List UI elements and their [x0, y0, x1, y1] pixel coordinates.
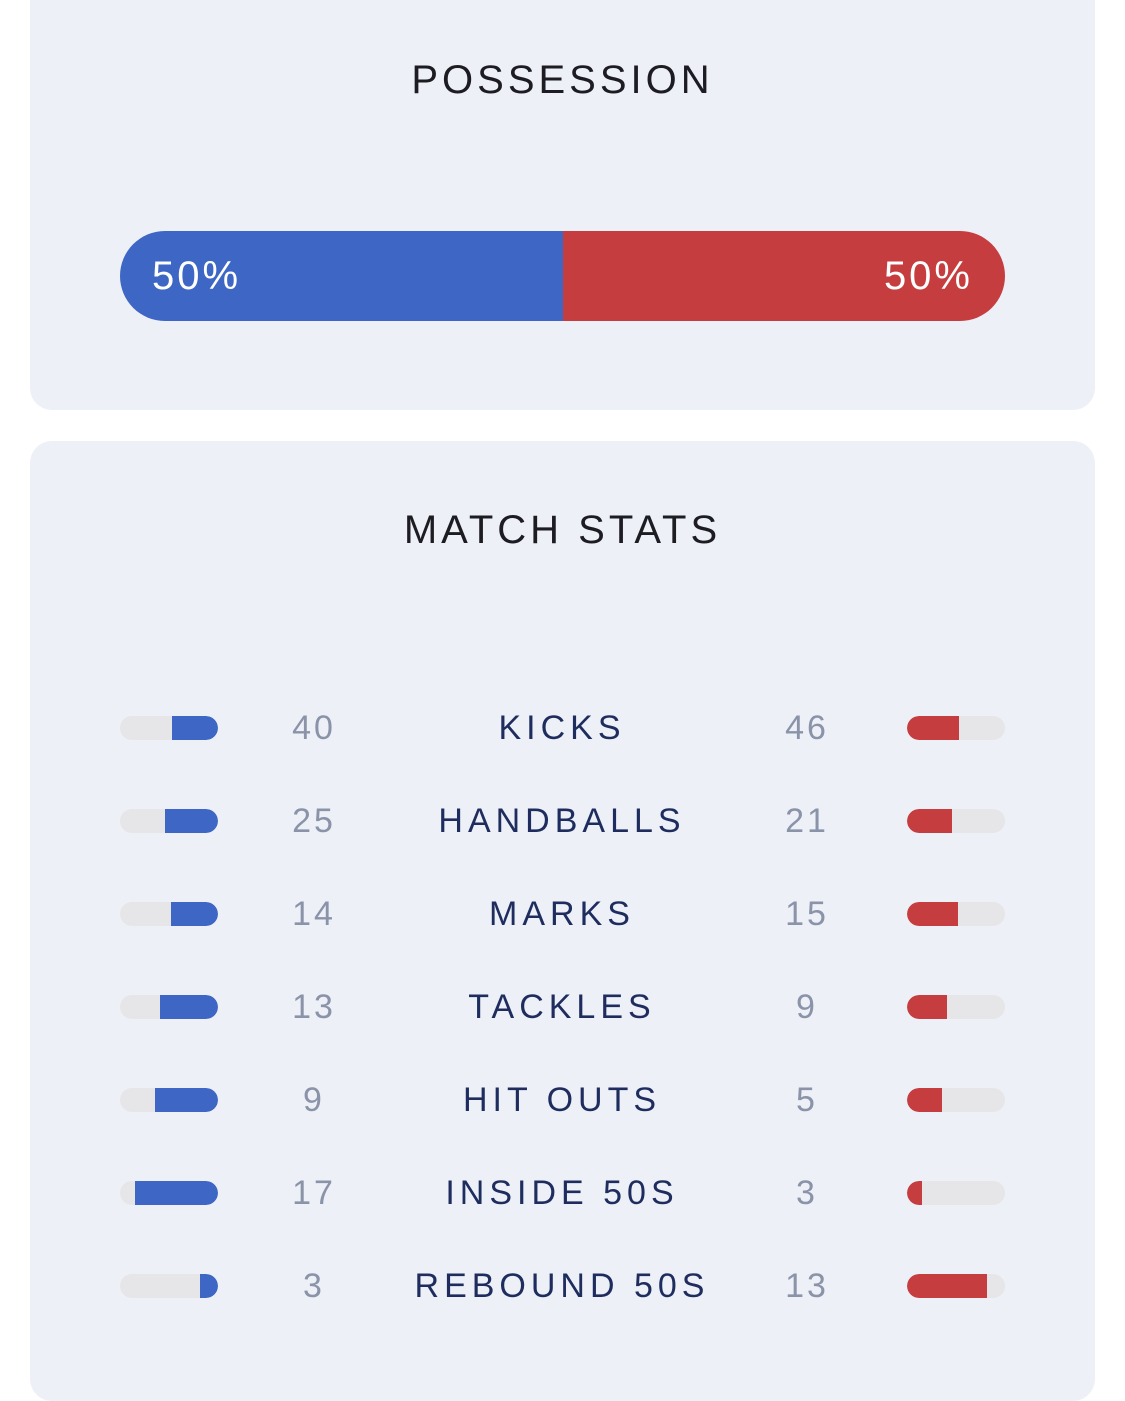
- stat-label: KICKS: [498, 709, 626, 747]
- home-stat-bar: [120, 902, 218, 926]
- away-possession-label: 50%: [883, 253, 973, 298]
- stat-row: 14 MARKS 15: [30, 894, 1095, 934]
- home-stat-value: 40: [292, 709, 336, 747]
- away-stat-fill: [907, 1088, 942, 1112]
- home-stat-fill: [155, 1088, 218, 1112]
- away-stat-bar: [907, 995, 1005, 1019]
- home-stat-fill: [164, 809, 218, 833]
- away-stat-value: 46: [785, 709, 829, 747]
- home-stat-bar: [120, 809, 218, 833]
- stat-label: TACKLES: [468, 988, 656, 1026]
- stat-row: 9 HIT OUTS 5: [30, 1080, 1095, 1120]
- home-stat-value: 9: [303, 1081, 325, 1119]
- away-stat-fill: [907, 1274, 987, 1298]
- away-stat-value: 13: [785, 1267, 829, 1305]
- home-stat-fill: [160, 995, 218, 1019]
- away-stat-bar: [907, 902, 1005, 926]
- away-stat-fill: [907, 809, 952, 833]
- away-stat-bar: [907, 1181, 1005, 1205]
- away-stat-fill: [907, 902, 958, 926]
- away-stat-bar: [907, 1274, 1005, 1298]
- possession-card: POSSESSION 50% 50%: [30, 0, 1095, 410]
- home-stat-value: 3: [303, 1267, 325, 1305]
- away-stat-fill: [907, 716, 960, 740]
- stat-row: 40 KICKS 46: [30, 708, 1095, 748]
- match-stats-title: MATCH STATS: [403, 508, 722, 552]
- home-stat-bar: [120, 1088, 218, 1112]
- home-stat-bar: [120, 1181, 218, 1205]
- stat-label: REBOUND 50S: [414, 1267, 710, 1305]
- away-stat-fill: [907, 1181, 922, 1205]
- away-stat-bar: [907, 809, 1005, 833]
- away-stat-bar: [907, 1088, 1005, 1112]
- home-stat-value: 13: [292, 988, 336, 1026]
- away-stat-value: 5: [796, 1081, 818, 1119]
- away-possession-segment: 50%: [562, 231, 1005, 321]
- away-stat-value: 9: [796, 988, 818, 1026]
- home-stat-fill: [172, 716, 218, 740]
- stat-row: 17 INSIDE 50S 3: [30, 1173, 1095, 1213]
- home-stat-bar: [120, 1274, 218, 1298]
- stat-row: 3 REBOUND 50S 13: [30, 1266, 1095, 1306]
- away-stat-fill: [907, 995, 948, 1019]
- possession-title: POSSESSION: [411, 58, 714, 102]
- home-stat-bar: [120, 716, 218, 740]
- stat-label: MARKS: [489, 895, 635, 933]
- away-stat-value: 3: [796, 1174, 818, 1212]
- home-possession-label: 50%: [152, 253, 242, 298]
- match-stats-card: MATCH STATS 40 KICKS 46 25 HANDBALLS 21 …: [30, 441, 1095, 1401]
- home-stat-bar: [120, 995, 218, 1019]
- stat-label: INSIDE 50S: [445, 1174, 679, 1212]
- home-stat-fill: [199, 1274, 218, 1298]
- home-stat-value: 25: [292, 802, 336, 840]
- away-stat-value: 15: [785, 895, 829, 933]
- stat-label: HANDBALLS: [438, 802, 686, 840]
- away-stat-bar: [907, 716, 1005, 740]
- home-stat-value: 17: [292, 1174, 336, 1212]
- possession-bar: 50% 50%: [120, 231, 1005, 321]
- home-stat-fill: [134, 1181, 218, 1205]
- stat-label: HIT OUTS: [462, 1081, 662, 1119]
- home-stat-value: 14: [292, 895, 336, 933]
- away-stat-value: 21: [785, 802, 829, 840]
- home-stat-fill: [170, 902, 218, 926]
- stat-row: 25 HANDBALLS 21: [30, 801, 1095, 841]
- stat-row: 13 TACKLES 9: [30, 987, 1095, 1027]
- home-possession-segment: 50%: [120, 231, 563, 321]
